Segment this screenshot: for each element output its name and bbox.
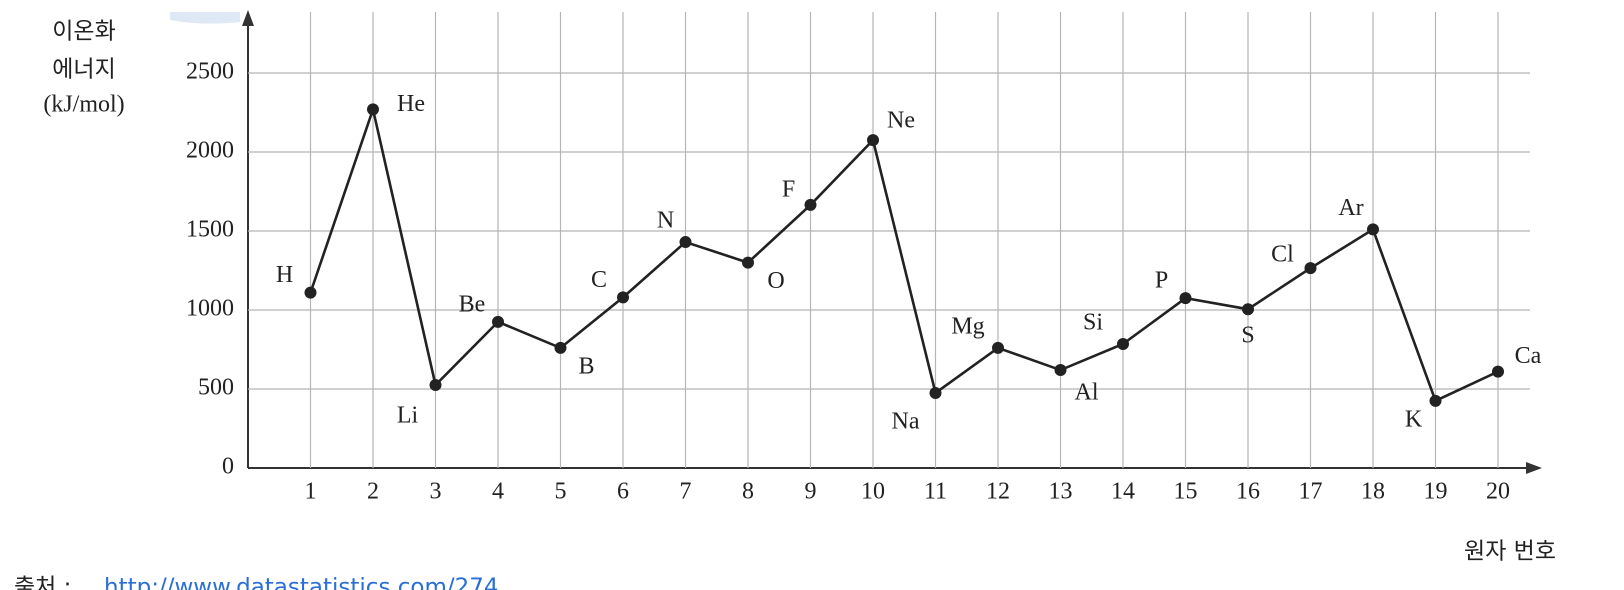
- point-label: Mg: [951, 313, 984, 339]
- x-tick-label: 16: [1236, 479, 1260, 505]
- point-label: Na: [892, 408, 920, 434]
- x-tick-label: 3: [430, 479, 442, 505]
- point: [804, 198, 817, 211]
- x-tick-label: 4: [492, 479, 504, 505]
- point-label: Be: [459, 291, 486, 317]
- point: [554, 341, 567, 354]
- point: [304, 286, 317, 299]
- point-label: P: [1155, 268, 1168, 294]
- point-label: K: [1405, 406, 1423, 432]
- point: [992, 341, 1004, 354]
- point-label: S: [1241, 323, 1254, 349]
- point-label: Li: [397, 403, 419, 429]
- y-tick-label: 0: [222, 454, 234, 480]
- x-tick-label: 17: [1299, 479, 1323, 505]
- source-label: 출처 :: [14, 575, 71, 590]
- x-tick-label: 13: [1049, 479, 1073, 505]
- point: [679, 236, 692, 249]
- x-tick-label: 8: [742, 479, 754, 505]
- x-tick-label: 6: [617, 479, 629, 505]
- point: [1054, 364, 1067, 377]
- point-label: Cl: [1271, 242, 1294, 268]
- x-tick-label: 14: [1111, 479, 1135, 505]
- x-tick-label: 18: [1361, 479, 1385, 505]
- point: [867, 134, 879, 147]
- point: [929, 386, 942, 399]
- point: [429, 379, 442, 392]
- y-tick-label: 2500: [186, 59, 234, 85]
- point: [617, 291, 629, 304]
- x-tick-label: 12: [986, 479, 1010, 505]
- point-label: C: [591, 267, 607, 293]
- y-tick-label: 1000: [186, 296, 234, 322]
- point-label: N: [657, 208, 674, 234]
- x-tick-label: 10: [861, 479, 885, 505]
- x-tick-label: 15: [1174, 479, 1198, 505]
- point: [1429, 394, 1442, 407]
- x-tick-label: 11: [924, 479, 947, 505]
- x-tick-label: 7: [680, 479, 692, 505]
- x-tick-label: 20: [1486, 479, 1510, 505]
- y-axis-title: (kJ/mol): [43, 92, 124, 118]
- x-axis-arrow: [1526, 462, 1542, 474]
- point-label: He: [397, 91, 425, 117]
- point: [1304, 262, 1317, 275]
- point-label: Ne: [887, 108, 915, 134]
- source-link[interactable]: http://www.datastatistics.com/274: [104, 575, 499, 590]
- point-label: Ar: [1338, 195, 1363, 221]
- x-axis-title: 원자 번호: [1464, 539, 1556, 565]
- point: [1367, 223, 1379, 236]
- point: [1492, 365, 1504, 378]
- x-tick-label: 19: [1424, 479, 1448, 505]
- point: [367, 103, 379, 116]
- point-label: Al: [1075, 380, 1099, 406]
- point-label: H: [276, 262, 293, 288]
- point-label: Ca: [1515, 343, 1542, 369]
- point-label: B: [578, 353, 594, 379]
- point: [1179, 292, 1192, 305]
- point: [742, 256, 754, 269]
- line: [309, 104, 1499, 403]
- y-tick-label: 2000: [186, 138, 234, 164]
- x-tick-label: 9: [805, 479, 817, 505]
- point-label: Si: [1083, 309, 1103, 335]
- point-label: F: [782, 176, 795, 202]
- y-axis-arrow: [242, 10, 254, 26]
- point-label: O: [767, 268, 784, 294]
- x-tick-label: 1: [305, 479, 317, 505]
- y-axis-title: 이온화: [52, 19, 115, 45]
- point: [1242, 303, 1254, 316]
- y-axis-title: 에너지: [52, 57, 115, 83]
- x-tick-label: 2: [367, 479, 379, 505]
- point: [1117, 337, 1129, 350]
- x-tick-label: 5: [555, 479, 567, 505]
- decoration: [170, 12, 240, 24]
- point: [492, 315, 504, 328]
- y-tick-label: 500: [198, 375, 234, 401]
- y-tick-label: 1500: [186, 217, 234, 243]
